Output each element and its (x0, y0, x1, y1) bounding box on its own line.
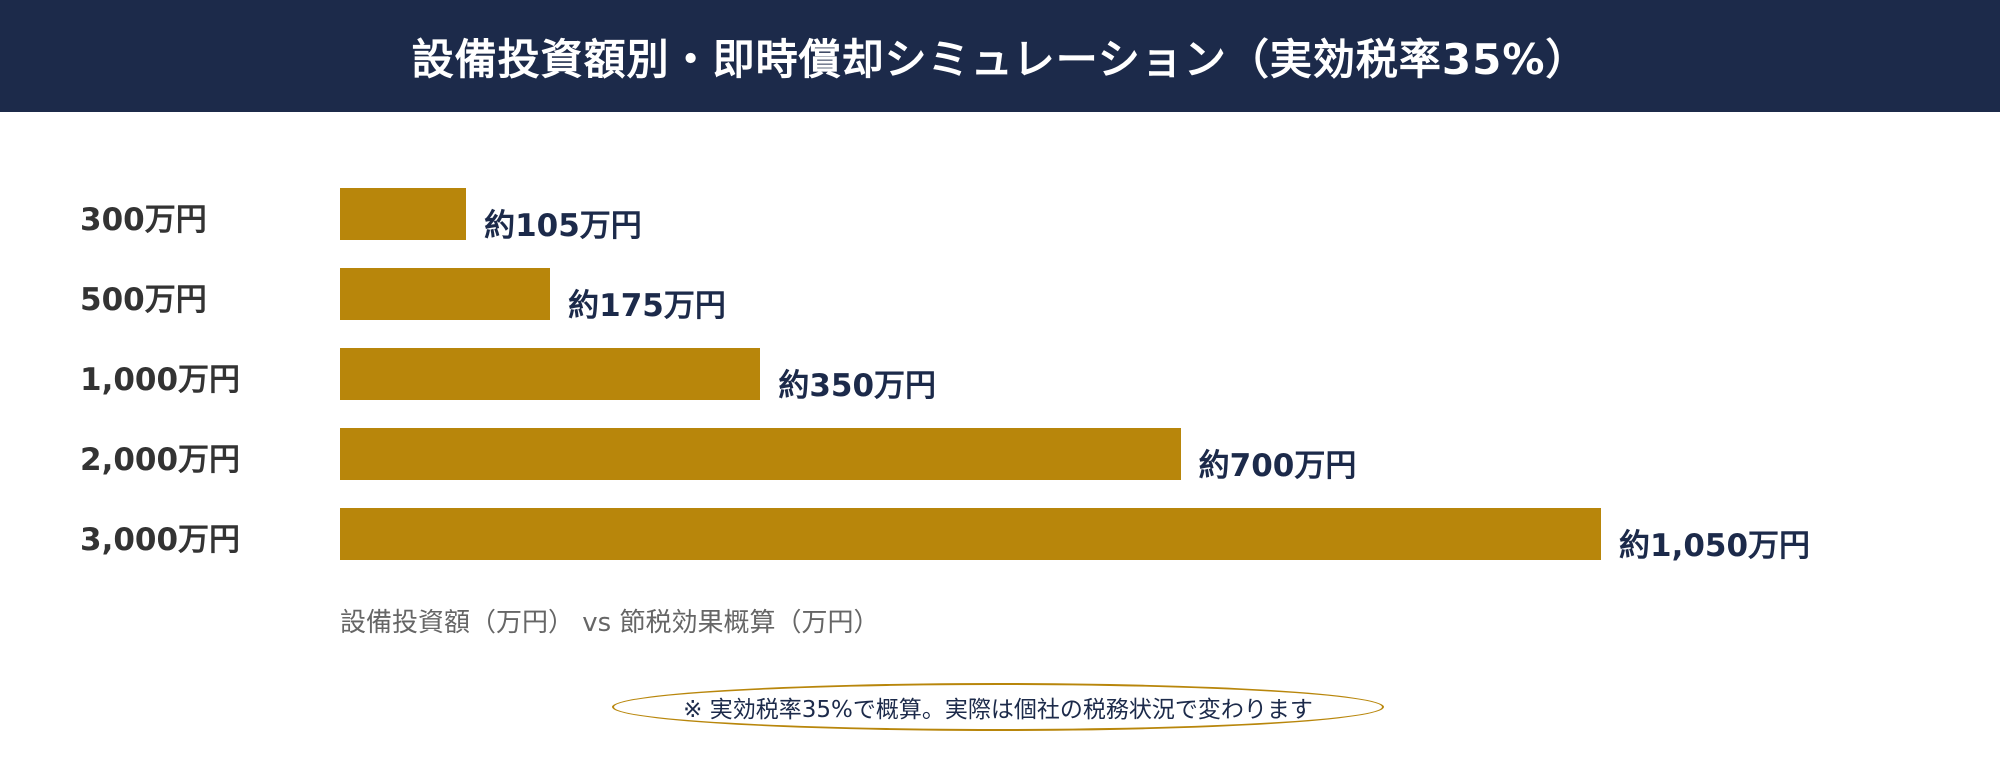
header-bar: 設備投資額別・即時償却シミュレーション（実効税率35%） (0, 0, 2000, 112)
bar (340, 508, 1601, 560)
data-label: 約105万円 (484, 208, 642, 244)
footnote: ※ 実効税率35%で概算。実際は個社の税務状況で変わります (612, 683, 1384, 731)
category-label: 3,000万円 (80, 522, 241, 558)
bar (340, 348, 761, 400)
data-label: 約700万円 (1198, 448, 1357, 484)
data-label: 約1,050万円 (1619, 528, 1811, 564)
bar (340, 268, 551, 320)
data-label: 約175万円 (568, 288, 726, 324)
bar (340, 428, 1181, 480)
footnote-text: ※ 実効税率35%で概算。実際は個社の税務状況で変わります (683, 697, 1313, 723)
axis-label: 設備投資額（万円） vs 節税効果概算（万円） (340, 608, 880, 638)
category-label: 2,000万円 (80, 442, 241, 478)
data-label: 約350万円 (778, 368, 937, 404)
category-label: 1,000万円 (80, 362, 241, 398)
category-label: 500万円 (80, 282, 207, 318)
chart-title: 設備投資額別・即時償却シミュレーション（実効税率35%） (411, 34, 1589, 84)
category-label: 300万円 (80, 202, 207, 238)
bar (340, 188, 467, 240)
